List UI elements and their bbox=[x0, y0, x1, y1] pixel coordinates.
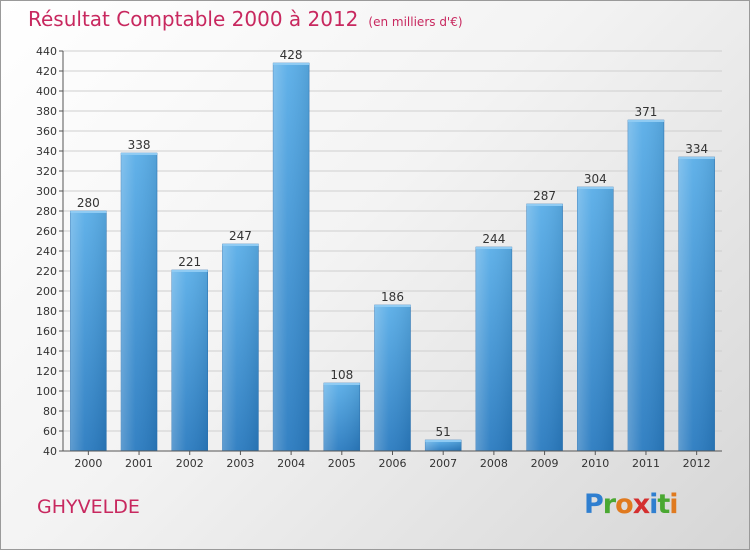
data-label: 186 bbox=[381, 290, 404, 304]
bar-shine bbox=[577, 187, 614, 451]
y-tick-label: 400 bbox=[36, 85, 57, 98]
x-tick-label: 2012 bbox=[683, 457, 711, 470]
x-tick-label: 2005 bbox=[328, 457, 356, 470]
data-label: 108 bbox=[330, 368, 353, 382]
y-tick-label: 420 bbox=[36, 65, 57, 78]
x-tick-label: 2008 bbox=[480, 457, 508, 470]
bar-top-edge bbox=[577, 187, 614, 189]
bars bbox=[70, 62, 715, 452]
y-tick-label: 380 bbox=[36, 105, 57, 118]
bar-shine bbox=[121, 153, 158, 451]
bar-shine bbox=[425, 440, 462, 451]
chart-title: Résultat Comptable 2000 à 2012 (en millie… bbox=[28, 7, 463, 31]
y-tick-label: 120 bbox=[36, 365, 57, 378]
logo-letter: i bbox=[669, 489, 678, 520]
proxiti-logo: Proxiti bbox=[584, 489, 679, 520]
y-tick-label: 280 bbox=[36, 205, 57, 218]
x-tick-label: 2004 bbox=[277, 457, 305, 470]
data-label: 247 bbox=[229, 229, 252, 243]
bar-shine bbox=[627, 120, 664, 451]
bar-top-edge bbox=[526, 204, 563, 206]
logo-letter: x bbox=[632, 489, 650, 520]
bar-top-edge bbox=[374, 305, 411, 307]
y-tick-label: 440 bbox=[36, 45, 57, 58]
bar-top-edge bbox=[425, 440, 462, 442]
y-tick-label: 300 bbox=[36, 185, 57, 198]
y-tick-label: 220 bbox=[36, 265, 57, 278]
y-tick-label: 200 bbox=[36, 285, 57, 298]
y-tick-label: 240 bbox=[36, 245, 57, 258]
chart-subtitle: (en milliers d'€) bbox=[368, 15, 463, 29]
x-tick-label: 2009 bbox=[531, 457, 559, 470]
x-tick-label: 2001 bbox=[125, 457, 153, 470]
y-tick-label: 340 bbox=[36, 145, 57, 158]
labels: 40 60 80 100 120 140 160 180 200 220 240 260 280 300 3… bbox=[36, 45, 711, 470]
y-tick-label: 80 bbox=[43, 405, 57, 418]
bar-shine bbox=[374, 305, 411, 451]
y-tick-label: 320 bbox=[36, 165, 57, 178]
y-tick-label: 260 bbox=[36, 225, 57, 238]
logo-letter: r bbox=[602, 489, 616, 520]
data-label: 428 bbox=[280, 48, 303, 62]
bar-shine bbox=[475, 247, 512, 451]
bar-top-edge bbox=[70, 211, 107, 213]
x-tick-label: 2007 bbox=[429, 457, 457, 470]
y-tick-label: 140 bbox=[36, 345, 57, 358]
data-label: 371 bbox=[635, 105, 658, 119]
x-tick-label: 2011 bbox=[632, 457, 660, 470]
bar-shine bbox=[222, 244, 259, 451]
y-tick-label: 160 bbox=[36, 325, 57, 338]
bar-top-edge bbox=[627, 120, 664, 122]
bar-top-edge bbox=[273, 63, 310, 65]
data-label: 334 bbox=[685, 142, 708, 156]
bar-shine bbox=[171, 270, 208, 451]
commune-name: GHYVELDE bbox=[37, 496, 140, 518]
data-label: 221 bbox=[178, 255, 201, 269]
bar-top-edge bbox=[678, 157, 715, 159]
x-tick-label: 2002 bbox=[176, 457, 204, 470]
y-tick-label: 60 bbox=[43, 425, 57, 438]
y-tick-label: 100 bbox=[36, 385, 57, 398]
logo-letter: o bbox=[615, 489, 634, 520]
logo-letter: P bbox=[584, 489, 604, 520]
data-label: 280 bbox=[77, 196, 100, 210]
bar-top-edge bbox=[323, 383, 360, 385]
bar-shine bbox=[526, 204, 563, 451]
y-tick-label: 360 bbox=[36, 125, 57, 138]
bar-top-edge bbox=[222, 244, 259, 246]
logo-letter: t bbox=[657, 489, 670, 520]
data-label: 304 bbox=[584, 172, 607, 186]
x-tick-label: 2010 bbox=[581, 457, 609, 470]
data-label: 287 bbox=[533, 189, 556, 203]
x-tick-label: 2006 bbox=[379, 457, 407, 470]
bar-top-edge bbox=[121, 153, 158, 155]
bar-shine bbox=[678, 157, 715, 451]
bar-shine bbox=[70, 211, 107, 451]
bar-shine bbox=[323, 383, 360, 451]
x-tick-label: 2003 bbox=[226, 457, 254, 470]
bar-top-edge bbox=[475, 247, 512, 249]
y-tick-label: 40 bbox=[43, 445, 57, 458]
y-tick-label: 180 bbox=[36, 305, 57, 318]
data-label: 338 bbox=[128, 138, 151, 152]
data-label: 51 bbox=[436, 425, 451, 439]
bar-shine bbox=[273, 63, 310, 451]
x-tick-label: 2000 bbox=[74, 457, 102, 470]
chart-title-text: Résultat Comptable 2000 à 2012 bbox=[28, 7, 359, 31]
logo-letter: i bbox=[649, 489, 658, 520]
axes bbox=[59, 50, 722, 455]
bar-top-edge bbox=[171, 270, 208, 272]
data-label: 244 bbox=[482, 232, 505, 246]
